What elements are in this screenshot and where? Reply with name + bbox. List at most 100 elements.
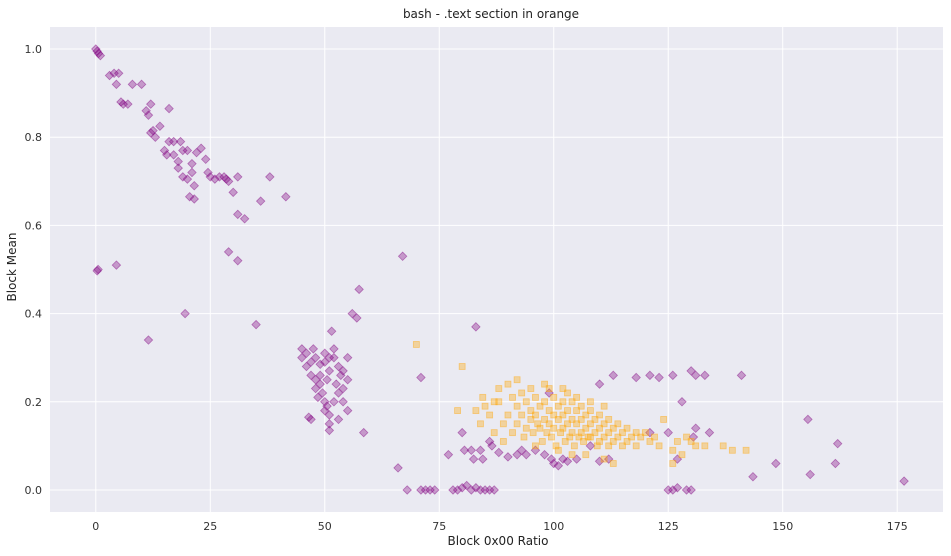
square-point [554, 416, 562, 423]
diamond-point [477, 454, 488, 464]
diamond-point [320, 405, 330, 416]
diamond-point [232, 209, 243, 220]
diamond-point [320, 397, 330, 407]
square-point [687, 438, 695, 445]
square-point [577, 429, 585, 437]
square-point [541, 398, 548, 406]
diamond-point [196, 143, 206, 154]
square-point [614, 420, 622, 428]
square-point [678, 451, 686, 459]
y-tick-label: 0.6 [25, 219, 43, 232]
square-point [559, 385, 567, 392]
square-point [742, 446, 750, 454]
diamond-point [104, 70, 115, 81]
series-1 [412, 341, 750, 467]
square-point [458, 363, 466, 370]
diamond-point [342, 352, 353, 363]
diamond-point [164, 136, 174, 147]
diamond-point [338, 383, 348, 394]
diamond-point [214, 172, 225, 182]
diamond-point [200, 154, 211, 165]
square-point [543, 429, 551, 437]
diamond-point [457, 482, 467, 493]
square-point [568, 429, 576, 437]
square-point [520, 433, 528, 441]
square-point [564, 420, 571, 428]
diamond-point [416, 485, 426, 495]
square-point [559, 411, 567, 419]
diamond-point [452, 485, 463, 495]
diamond-point [736, 370, 747, 381]
square-point [660, 416, 668, 423]
square-point [609, 438, 617, 445]
diamond-point [322, 401, 332, 411]
chart-title: bash - .text section in orange [403, 7, 579, 21]
diamond-point [333, 388, 344, 398]
square-point [536, 402, 544, 410]
square-point [532, 442, 539, 450]
diamond-point [466, 445, 477, 456]
square-point [504, 380, 512, 388]
diamond-point [668, 370, 678, 381]
diamond-point [251, 319, 261, 330]
diamond-point [329, 344, 339, 354]
square-point [513, 402, 521, 410]
diamond-point [255, 196, 266, 206]
square-point [529, 429, 537, 437]
x-tick-label: 75 [432, 520, 446, 533]
diamond-point [475, 485, 486, 495]
diamond-point [301, 361, 312, 372]
diamond-point [329, 397, 339, 407]
square-point [637, 433, 645, 441]
diamond-point [178, 145, 188, 156]
diamond-point [111, 79, 122, 90]
square-point [593, 442, 601, 450]
diamond-point [315, 379, 325, 389]
square-point [472, 407, 480, 414]
diamond-point [324, 410, 335, 420]
square-point [513, 376, 521, 384]
square-point [605, 442, 613, 450]
diamond-point [320, 357, 330, 367]
square-point [628, 433, 635, 441]
square-point [495, 385, 503, 392]
diamond-point [475, 445, 486, 456]
diamond-point [393, 463, 403, 473]
diamond-point [686, 485, 696, 495]
diamond-point [539, 449, 550, 460]
diamond-point [191, 147, 202, 158]
diamond-point [136, 79, 147, 90]
square-point [479, 393, 487, 401]
square-point [541, 416, 548, 423]
diamond-point [303, 412, 314, 422]
square-point [518, 389, 526, 397]
square-point [552, 442, 560, 450]
diamond-point [232, 255, 243, 266]
square-point [554, 446, 562, 454]
square-point [527, 385, 535, 392]
diamond-point [317, 388, 328, 398]
square-point [518, 411, 526, 419]
square-point [550, 424, 558, 432]
diamond-point [239, 214, 250, 224]
diamond-point [686, 366, 696, 376]
diamond-point [420, 485, 431, 495]
square-point [568, 398, 576, 406]
square-point [564, 389, 571, 397]
diamond-point [210, 174, 220, 184]
diamond-point [338, 366, 348, 376]
diamond-point [143, 335, 154, 345]
diamond-point [347, 308, 358, 319]
diamond-point [487, 441, 497, 451]
square-point [641, 429, 649, 437]
diamond-point [168, 150, 179, 160]
diamond-point [145, 99, 156, 109]
square-point [586, 398, 594, 406]
square-point [692, 442, 700, 450]
square-point [596, 411, 603, 419]
diamond-point [553, 460, 564, 471]
diamond-point [494, 447, 504, 458]
diamond-point [690, 370, 701, 381]
square-point [412, 341, 420, 348]
diamond-point [521, 449, 532, 460]
